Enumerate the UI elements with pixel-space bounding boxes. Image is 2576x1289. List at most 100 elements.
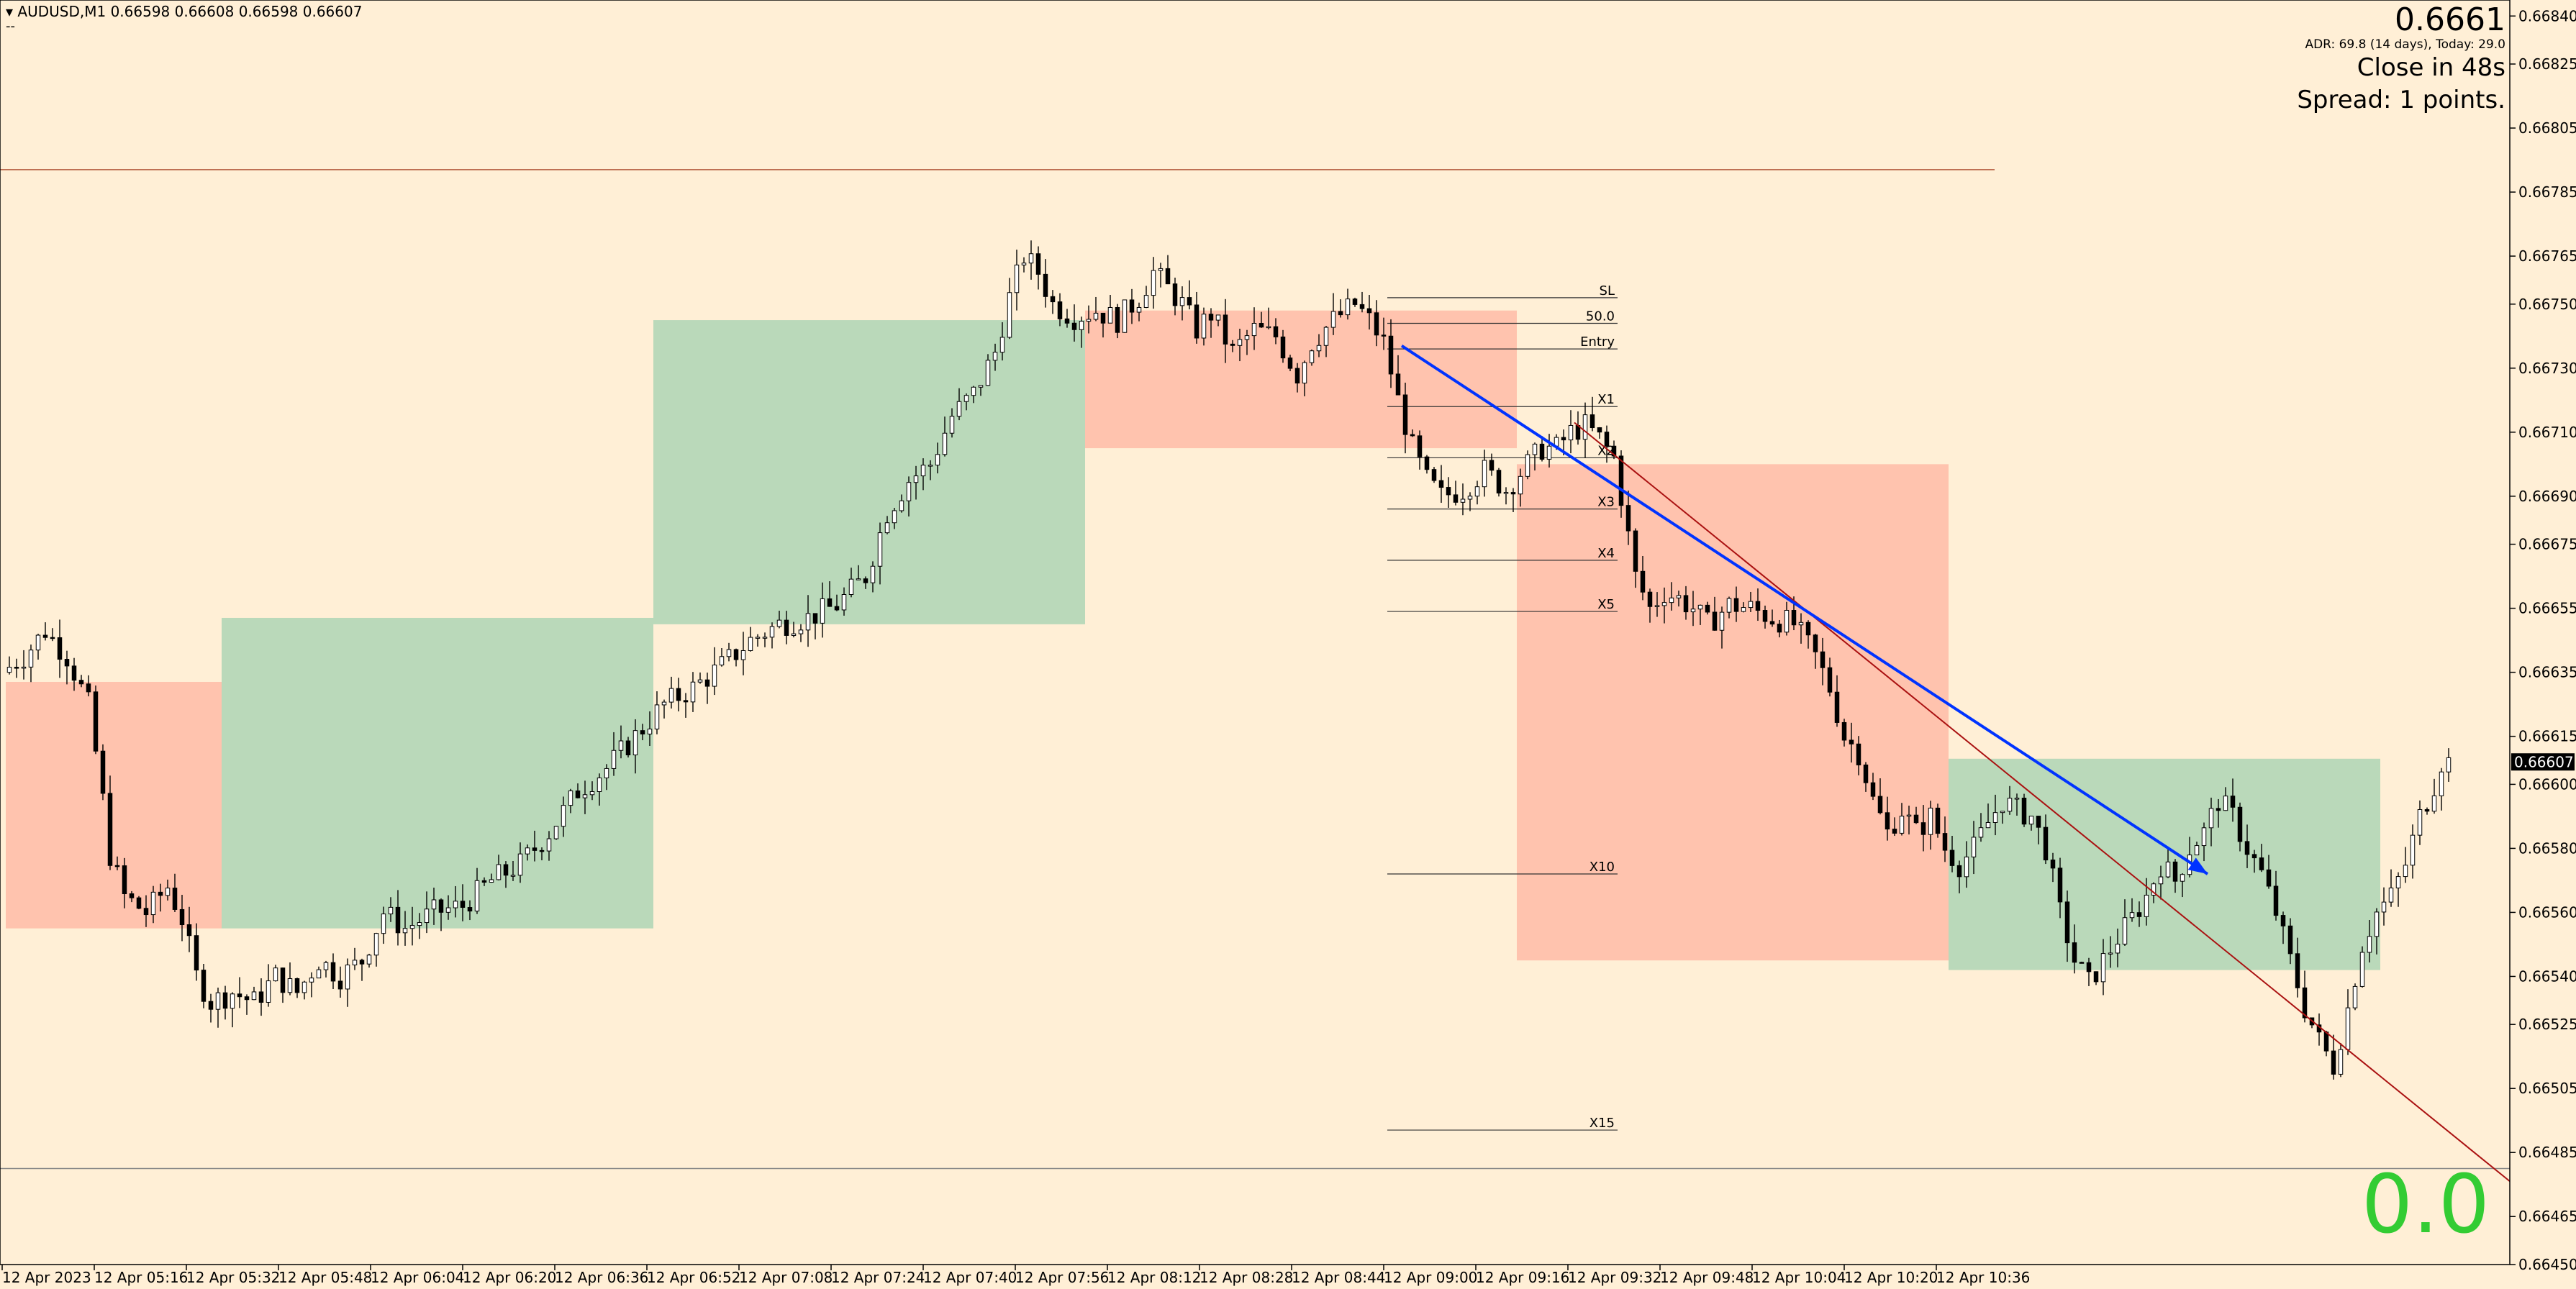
candle-body: [2108, 952, 2113, 955]
candle-body: [1582, 414, 1588, 440]
pnl-value: 0.0: [2361, 1158, 2490, 1252]
fib-label-7: X5: [1597, 597, 1615, 612]
candle-body: [2237, 806, 2243, 842]
candle-body: [1129, 299, 1135, 313]
candle-body: [1834, 691, 1840, 723]
candle-body: [1870, 782, 1876, 797]
candle-body: [165, 888, 171, 896]
plot-frame: [0, 0, 2511, 1265]
candle-body: [1597, 427, 1602, 433]
candle-body: [561, 805, 566, 827]
candle-body: [1431, 469, 1437, 481]
candle-body: [1971, 837, 1977, 857]
fib-label-5: X3: [1597, 495, 1615, 510]
candle-body: [1913, 814, 1919, 824]
candle-body: [2201, 827, 2207, 847]
candle-body: [841, 594, 847, 611]
candle-body: [1647, 591, 1653, 607]
candle-body: [589, 791, 595, 796]
y-tick-label-1: 0.66825: [2518, 55, 2576, 73]
candle-body: [1561, 437, 1566, 441]
candle-body: [1611, 445, 1617, 457]
candle-body: [2381, 901, 2387, 913]
candle-body: [625, 740, 631, 756]
candle-body: [1158, 268, 1164, 271]
candle-body: [1208, 314, 1214, 321]
candle-body: [1978, 827, 1984, 838]
candle-body: [784, 619, 789, 636]
candle-body: [1230, 343, 1235, 346]
candle-body: [704, 679, 710, 687]
candle-body: [316, 969, 322, 979]
candle-body: [999, 337, 1005, 353]
candle-body: [1438, 480, 1444, 488]
candle-body: [280, 967, 286, 993]
x-tick-label-11: 12 Apr 07:56: [1015, 1269, 1109, 1286]
candle-body: [1654, 605, 1660, 607]
candle-body: [50, 637, 55, 639]
candle-body: [812, 613, 818, 624]
x-tick-label-16: 12 Apr 09:16: [1476, 1269, 1569, 1286]
candle-body: [748, 637, 753, 651]
menu-triangle-icon[interactable]: ▾: [6, 3, 14, 20]
candle-body: [64, 659, 70, 667]
x-tick-label-20: 12 Apr 10:20: [1844, 1269, 1938, 1286]
y-tick-label-12: 0.66615: [2518, 728, 2576, 745]
candle-body: [1071, 322, 1077, 330]
candle-body: [201, 970, 207, 1002]
candle-body: [2165, 861, 2171, 878]
fib-label-8: X10: [1589, 860, 1615, 875]
candle-body: [798, 629, 804, 634]
candle-body: [1964, 856, 1969, 878]
candle-body: [373, 933, 379, 956]
candle-body: [1223, 314, 1228, 345]
candle-body: [136, 897, 142, 909]
candle-body: [647, 729, 653, 734]
candle-body: [172, 888, 178, 910]
candle-body: [2129, 912, 2135, 919]
candle-body: [1172, 283, 1178, 306]
candle-body: [2331, 1050, 2336, 1075]
candle-body: [1777, 624, 1782, 633]
candle-body: [57, 637, 63, 660]
candle-body: [222, 992, 228, 1009]
candle-body: [1115, 306, 1120, 333]
candle-body: [2136, 912, 2142, 917]
candle-body: [553, 826, 559, 839]
candle-body: [1748, 601, 1754, 609]
candle-body: [791, 633, 797, 636]
candle-body: [2007, 798, 2013, 812]
candle-body: [1863, 764, 1869, 783]
candle-body: [546, 838, 552, 852]
candle-body: [1093, 312, 1099, 320]
candle-body: [1604, 432, 1610, 447]
y-tick-label-8: 0.66690: [2518, 488, 2576, 505]
candle-body: [1014, 264, 1020, 293]
candle-body: [597, 777, 602, 793]
candle-body: [1151, 270, 1156, 296]
candle-body: [2086, 962, 2092, 973]
candle-body: [1510, 492, 1516, 495]
candle-body: [2208, 808, 2214, 829]
candle-body: [1769, 621, 1775, 625]
candle-body: [71, 665, 77, 681]
candle-body: [1755, 601, 1761, 611]
candle-body: [1107, 306, 1113, 324]
candle-body: [733, 649, 739, 660]
candle-body: [1690, 609, 1696, 613]
candle-body: [2057, 867, 2063, 903]
candle-body: [21, 666, 27, 669]
candle-body: [2093, 971, 2099, 983]
candle-body: [2122, 917, 2128, 945]
y-tick-label-7: 0.66710: [2518, 424, 2576, 441]
candle-body: [690, 681, 696, 703]
candle-body: [1920, 822, 1926, 835]
candle-body: [2036, 816, 2041, 828]
horizontal-lines: [0, 169, 2510, 1170]
candle-body: [712, 664, 717, 687]
zone-bearish-3: [1085, 310, 1517, 449]
candle-body: [2352, 985, 2358, 1008]
x-tick-label-15: 12 Apr 09:00: [1384, 1269, 1477, 1286]
y-tick-label-0: 0.66840: [2518, 7, 2576, 24]
